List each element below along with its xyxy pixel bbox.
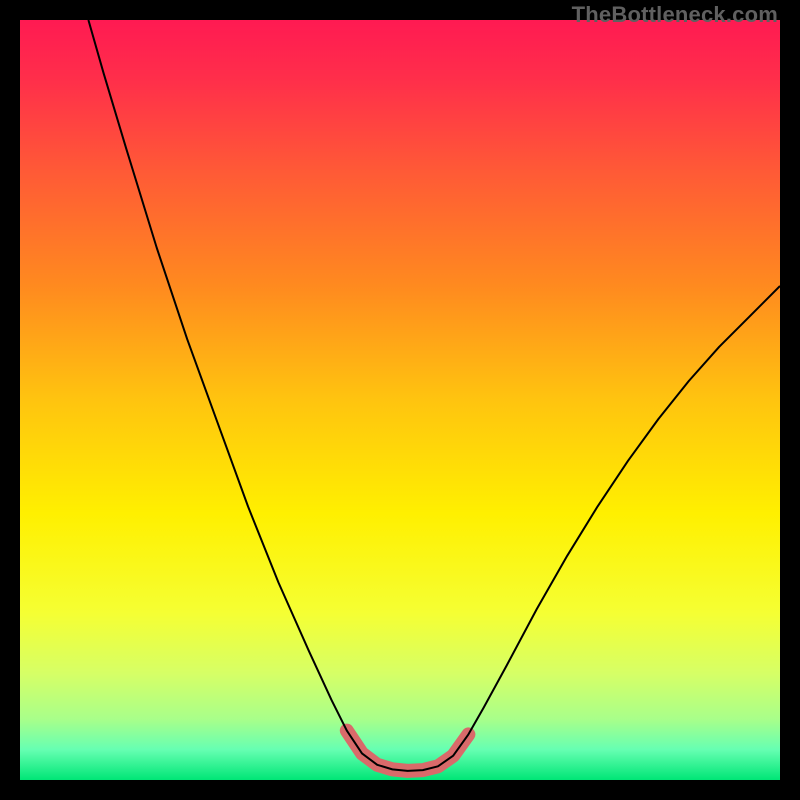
attribution-label: TheBottleneck.com <box>572 2 778 28</box>
black-frame <box>0 0 800 800</box>
